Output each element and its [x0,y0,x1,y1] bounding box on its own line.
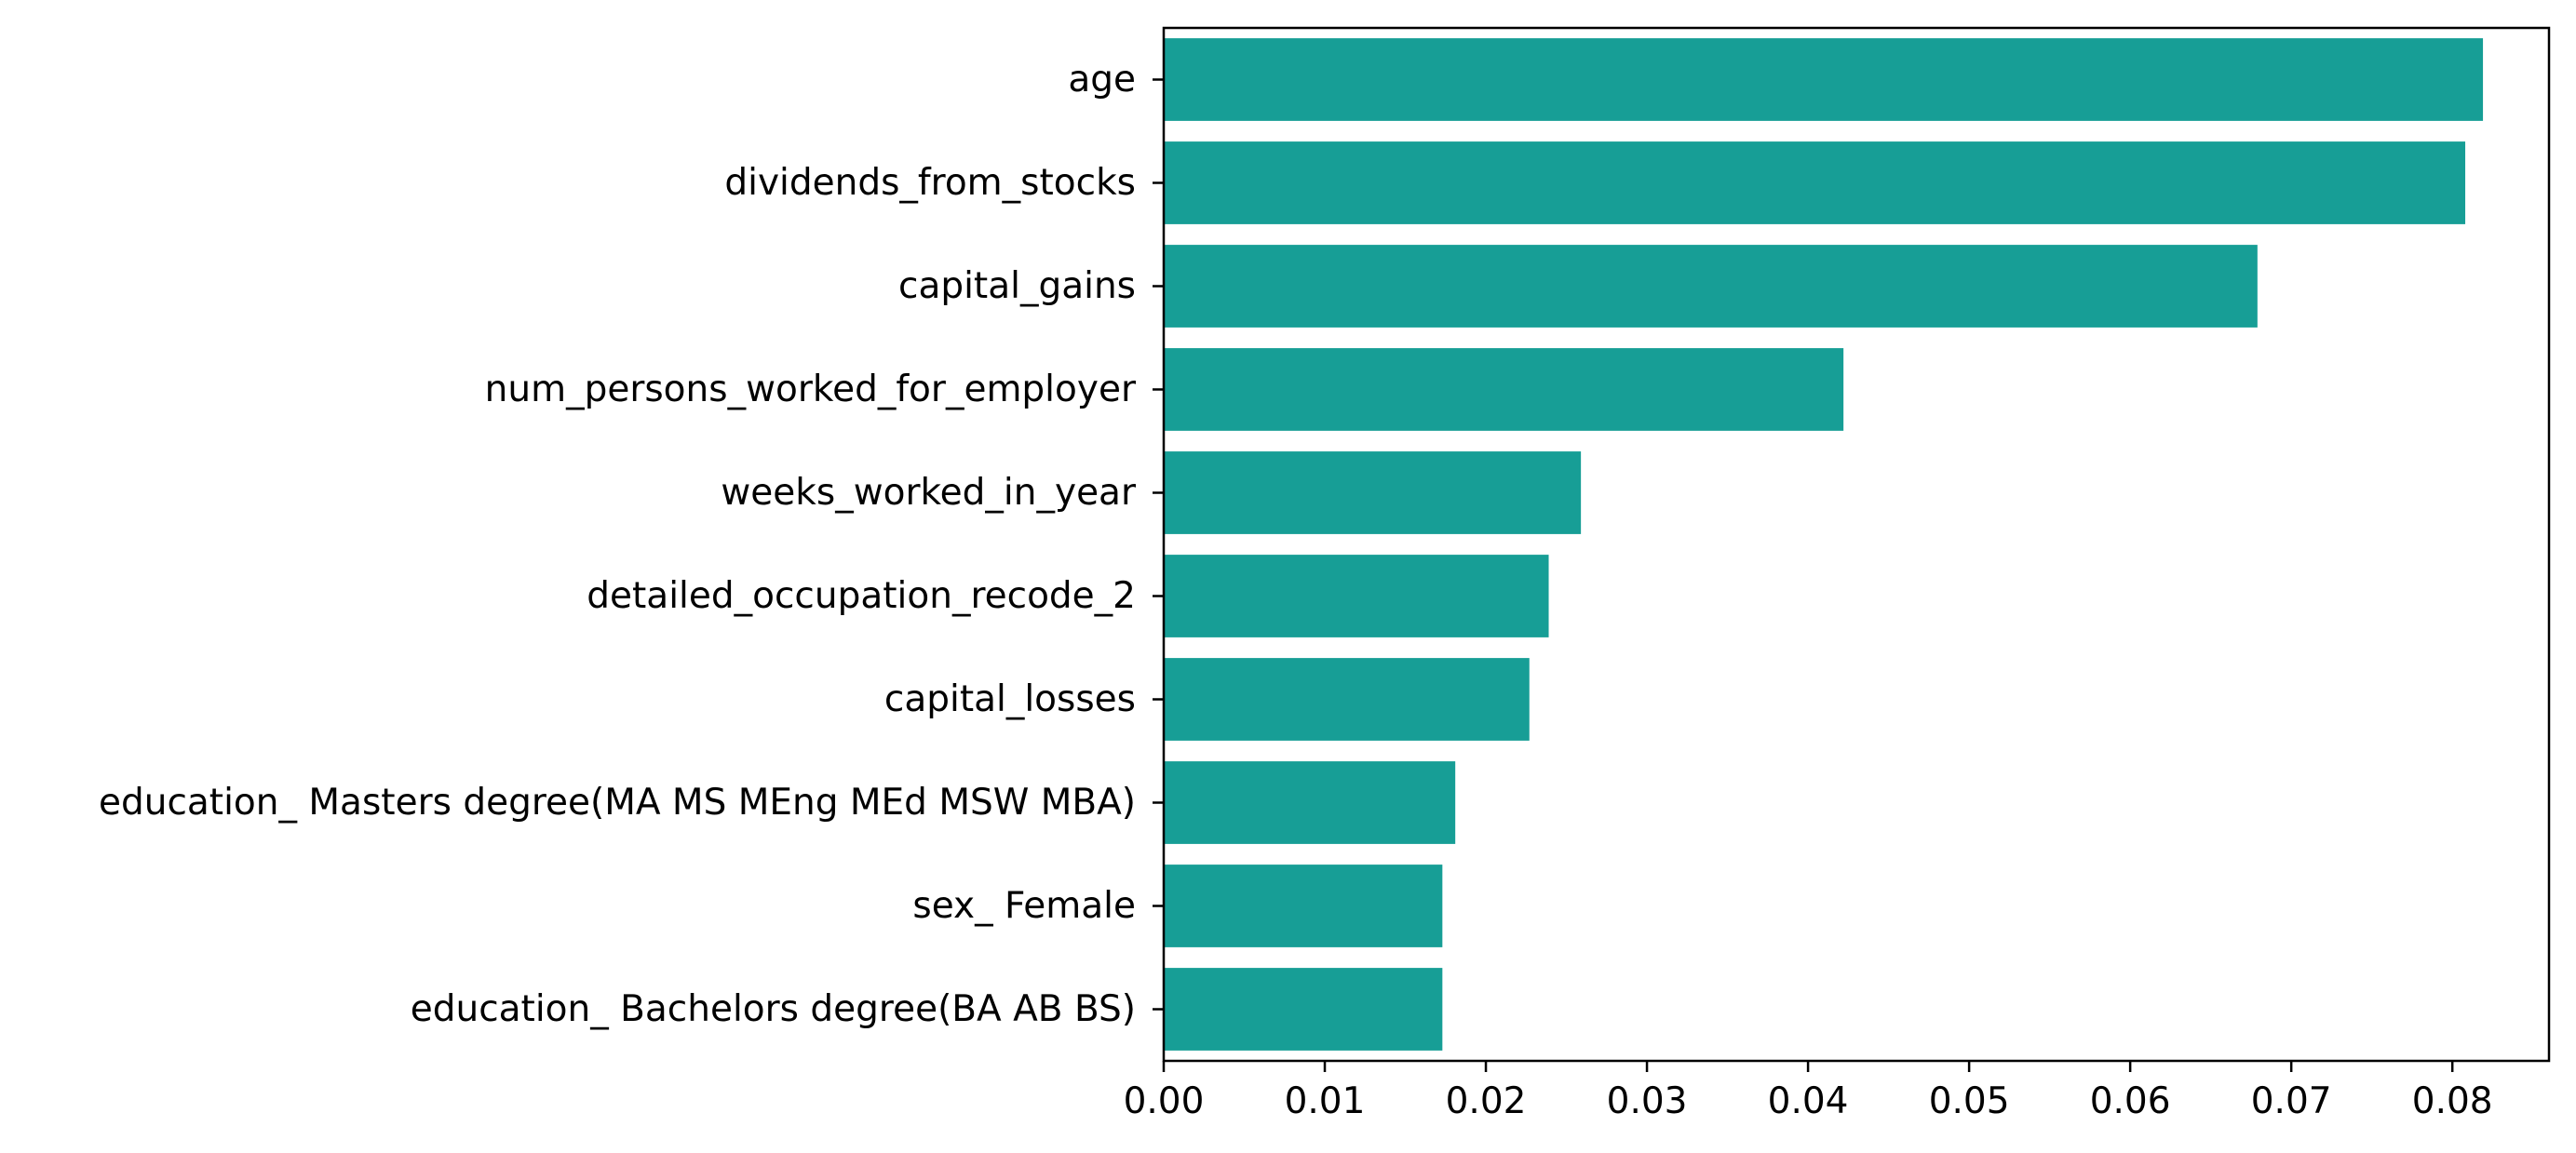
y-tick-label: education_ Masters degree(MA MS MEng MEd… [99,782,1136,824]
y-tick-label: capital_losses [884,678,1136,720]
y-tick-label: num_persons_worked_for_employer [485,369,1137,410]
bar [1164,761,1456,844]
x-tick-label: 0.00 [1124,1080,1205,1122]
x-tick-label: 0.05 [1929,1080,2010,1122]
bar [1164,865,1443,947]
x-tick-label: 0.08 [2412,1080,2493,1122]
x-tick-label: 0.07 [2251,1080,2332,1122]
bar [1164,348,1844,431]
bar [1164,245,2258,328]
plot-frame [1162,26,2551,1063]
x-tick-label: 0.06 [2090,1080,2171,1122]
y-tick-label: age [1068,59,1136,101]
y-tick-label: capital_gains [898,265,1136,307]
x-tick-label: 0.01 [1285,1080,1366,1122]
y-tick-labels: age dividends_from_stocks capital_gainsnum… [99,59,1164,1030]
bar [1164,451,1582,534]
y-tick-label: sex_ Female [912,885,1136,927]
bar [1164,38,2484,121]
bar [1164,968,1443,1051]
bar [1164,555,1549,637]
x-tick-label: 0.03 [1607,1080,1688,1122]
y-tick-label: dividends_from_stocks [724,162,1136,204]
bars-layer [1164,38,2484,1051]
bar [1164,658,1530,741]
x-tick-label: 0.04 [1768,1080,1849,1122]
x-axis: 0.00 0.01 0.02 0.03 0.04 0.05 0.06 0.07 0.08 [1124,1061,2493,1122]
y-tick-label: education_ Bachelors degree(BA AB BS) [411,988,1136,1030]
bar [1164,141,2466,224]
y-tick-label: weeks_worked_in_year [721,472,1137,514]
y-tick-label: detailed_occupation_recode_2 [587,575,1136,617]
x-tick-label: 0.02 [1446,1080,1527,1122]
